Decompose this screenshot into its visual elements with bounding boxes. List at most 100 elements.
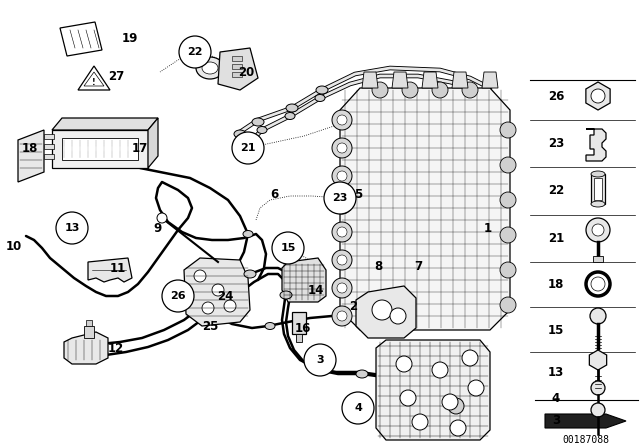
Text: 23: 23: [332, 193, 348, 203]
Circle shape: [586, 218, 610, 242]
Text: 18: 18: [22, 142, 38, 155]
Bar: [232, 56, 242, 61]
Circle shape: [591, 89, 605, 103]
Polygon shape: [376, 340, 490, 440]
Polygon shape: [356, 286, 416, 338]
Text: 26: 26: [548, 90, 564, 103]
Bar: [594, 178, 602, 200]
Circle shape: [442, 394, 458, 410]
Text: 00187088: 00187088: [563, 435, 609, 445]
Polygon shape: [340, 88, 510, 330]
Bar: [593, 256, 603, 262]
Ellipse shape: [315, 95, 325, 102]
Text: 24: 24: [217, 289, 233, 302]
Circle shape: [592, 224, 604, 236]
Ellipse shape: [591, 171, 605, 177]
Circle shape: [372, 300, 392, 320]
Circle shape: [194, 270, 206, 282]
Ellipse shape: [285, 112, 295, 120]
Circle shape: [500, 227, 516, 243]
Circle shape: [337, 227, 347, 237]
Text: 18: 18: [548, 277, 564, 290]
Circle shape: [372, 82, 388, 98]
Polygon shape: [422, 72, 438, 88]
Circle shape: [337, 283, 347, 293]
Polygon shape: [362, 72, 378, 88]
Text: 8: 8: [374, 259, 382, 272]
Text: 22: 22: [188, 47, 203, 57]
Polygon shape: [545, 414, 626, 428]
Circle shape: [202, 302, 214, 314]
Polygon shape: [64, 332, 108, 364]
Circle shape: [462, 82, 478, 98]
Circle shape: [500, 122, 516, 138]
Text: 7: 7: [414, 259, 422, 272]
Circle shape: [332, 250, 352, 270]
Text: 6: 6: [270, 188, 278, 201]
Polygon shape: [282, 258, 326, 302]
Circle shape: [337, 143, 347, 153]
Circle shape: [337, 115, 347, 125]
Circle shape: [304, 344, 336, 376]
Text: 1: 1: [484, 221, 492, 234]
Polygon shape: [589, 350, 607, 370]
Bar: [84, 326, 94, 338]
Polygon shape: [586, 129, 606, 161]
Ellipse shape: [257, 126, 267, 134]
Ellipse shape: [286, 104, 298, 112]
Polygon shape: [148, 118, 158, 168]
Polygon shape: [84, 72, 104, 86]
Ellipse shape: [356, 370, 368, 378]
Circle shape: [332, 166, 352, 186]
Circle shape: [468, 380, 484, 396]
Polygon shape: [586, 82, 610, 110]
Ellipse shape: [591, 201, 605, 207]
Polygon shape: [52, 130, 148, 168]
Bar: [44, 134, 54, 139]
Circle shape: [390, 308, 406, 324]
Text: 23: 23: [548, 137, 564, 150]
Circle shape: [179, 36, 211, 68]
Polygon shape: [78, 66, 110, 90]
Polygon shape: [184, 258, 250, 326]
Ellipse shape: [196, 57, 224, 79]
Circle shape: [162, 280, 194, 312]
Text: 11: 11: [110, 262, 126, 275]
Bar: [86, 320, 92, 326]
Text: 16: 16: [295, 322, 311, 335]
Circle shape: [591, 403, 605, 417]
Circle shape: [591, 277, 605, 291]
Text: 13: 13: [548, 366, 564, 379]
Bar: [232, 72, 242, 77]
Circle shape: [337, 255, 347, 265]
Text: 10: 10: [6, 240, 22, 253]
Circle shape: [462, 350, 478, 366]
Circle shape: [500, 297, 516, 313]
Ellipse shape: [244, 270, 256, 278]
Polygon shape: [218, 48, 258, 90]
Polygon shape: [52, 118, 158, 130]
Circle shape: [157, 213, 167, 223]
Ellipse shape: [243, 231, 253, 237]
Polygon shape: [452, 72, 468, 88]
Ellipse shape: [280, 291, 292, 299]
Text: 21: 21: [240, 143, 256, 153]
Circle shape: [332, 110, 352, 130]
Circle shape: [586, 272, 610, 296]
Circle shape: [332, 222, 352, 242]
Circle shape: [448, 398, 464, 414]
Text: 12: 12: [108, 341, 124, 354]
Circle shape: [224, 300, 236, 312]
Circle shape: [332, 306, 352, 326]
Circle shape: [337, 199, 347, 209]
Polygon shape: [482, 72, 498, 88]
Circle shape: [590, 308, 606, 324]
Ellipse shape: [252, 118, 264, 126]
Text: 4: 4: [354, 403, 362, 413]
Circle shape: [232, 132, 264, 164]
Text: 19: 19: [122, 31, 138, 44]
Polygon shape: [18, 130, 44, 182]
Circle shape: [324, 182, 356, 214]
Text: 21: 21: [548, 232, 564, 245]
Bar: [62, 138, 138, 160]
